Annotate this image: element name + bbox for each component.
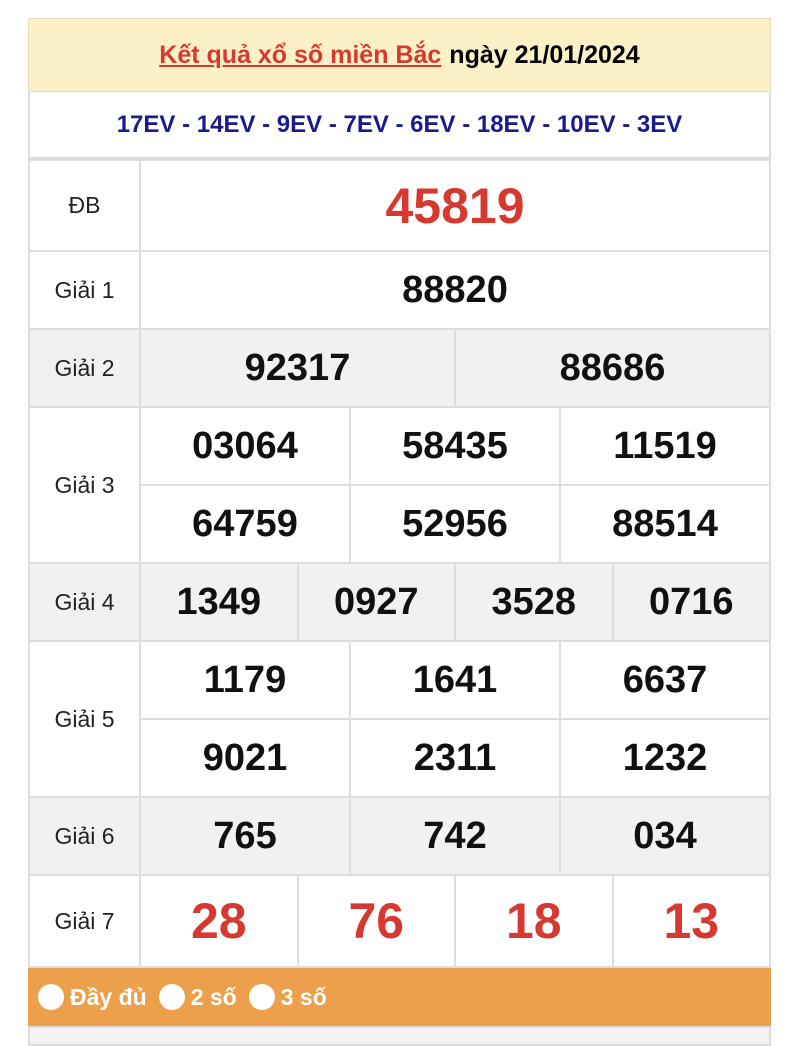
prize-number: 18	[454, 874, 614, 968]
row-g5b: 9021 2311 1232	[29, 718, 771, 798]
filter-label: 2 số	[190, 983, 237, 1010]
prize-number: 92317	[139, 328, 456, 408]
prize-label: Giải 3	[28, 406, 141, 564]
prize-number: 3528	[454, 562, 614, 642]
title-link[interactable]: Kết quả xổ số miền Bắc	[159, 40, 442, 69]
prize-table: ĐB 45819 Giải 1 88820 Giải 2 92317 88686…	[28, 159, 771, 968]
prize-number: 88514	[559, 484, 771, 564]
draw-date: ngày 21/01/2024	[449, 40, 640, 69]
prize-number: 76	[296, 874, 456, 968]
prize-number: 1349	[139, 562, 299, 642]
prize-label: Giải 5	[28, 640, 141, 798]
row-g6: Giải 6 765 742 034	[28, 796, 771, 876]
row-g3: Giải 3 03064 58435 11519	[28, 406, 771, 564]
prize-label: Giải 7	[28, 874, 141, 968]
prize-number: 2311	[349, 718, 561, 798]
prize-number: 9021	[139, 718, 351, 798]
prize-number: 765	[139, 796, 351, 876]
row-g3b: 64759 52956 88514	[29, 484, 771, 564]
prize-number: 64759	[139, 484, 351, 564]
prize-number: 03064	[139, 406, 351, 486]
prize-label: Giải 6	[28, 796, 141, 876]
prize-number: 742	[349, 796, 561, 876]
special-prize: 45819	[139, 159, 771, 252]
prize-number: 52956	[349, 484, 561, 564]
row-g5: Giải 5 1179 1641 6637	[28, 640, 771, 798]
filter-label: 3 số	[280, 983, 327, 1010]
filter-label: Đầy đủ	[70, 983, 147, 1010]
radio-icon[interactable]	[248, 984, 275, 1010]
row-g4: Giải 4 1349 0927 3528 0716	[28, 562, 771, 642]
prize-number: 88820	[139, 250, 771, 330]
row-g2: Giải 2 92317 88686	[28, 328, 771, 408]
row-db: ĐB 45819	[28, 159, 771, 252]
filter-3-digits[interactable]: 3 số	[248, 983, 327, 1011]
prize-number: 13	[611, 874, 771, 968]
radio-icon[interactable]	[38, 984, 64, 1010]
prize-number: 1641	[349, 640, 561, 720]
prize-number: 1179	[139, 640, 351, 720]
filter-2-digits[interactable]: 2 số	[158, 983, 237, 1011]
results-table: Kết quả xổ số miền Bắc ngày 21/01/2024 1…	[28, 18, 771, 1046]
prize-number: 1232	[559, 718, 771, 798]
next-table-edge	[28, 1026, 771, 1046]
prize-number: 034	[559, 796, 771, 876]
row-g1: Giải 1 88820	[28, 250, 771, 330]
display-filter-bar: Đầy đủ 2 số 3 số	[28, 968, 771, 1026]
prize-number: 11519	[559, 406, 771, 486]
filter-full[interactable]: Đầy đủ	[38, 984, 147, 1011]
prize-number: 58435	[349, 406, 561, 486]
prize-number: 0716	[611, 562, 771, 642]
table-header: Kết quả xổ số miền Bắc ngày 21/01/2024	[28, 18, 771, 92]
prize-label: ĐB	[28, 159, 141, 252]
prize-number: 6637	[559, 640, 771, 720]
prize-number: 28	[139, 874, 299, 968]
row-g7: Giải 7 28 76 18 13	[28, 874, 771, 968]
draw-codes: 17EV - 14EV - 9EV - 7EV - 6EV - 18EV - 1…	[28, 92, 771, 159]
prize-label: Giải 4	[28, 562, 141, 642]
prize-label: Giải 2	[28, 328, 141, 408]
radio-icon[interactable]	[158, 984, 185, 1010]
prize-number: 0927	[296, 562, 456, 642]
prize-label: Giải 1	[28, 250, 141, 330]
prize-number: 88686	[454, 328, 771, 408]
